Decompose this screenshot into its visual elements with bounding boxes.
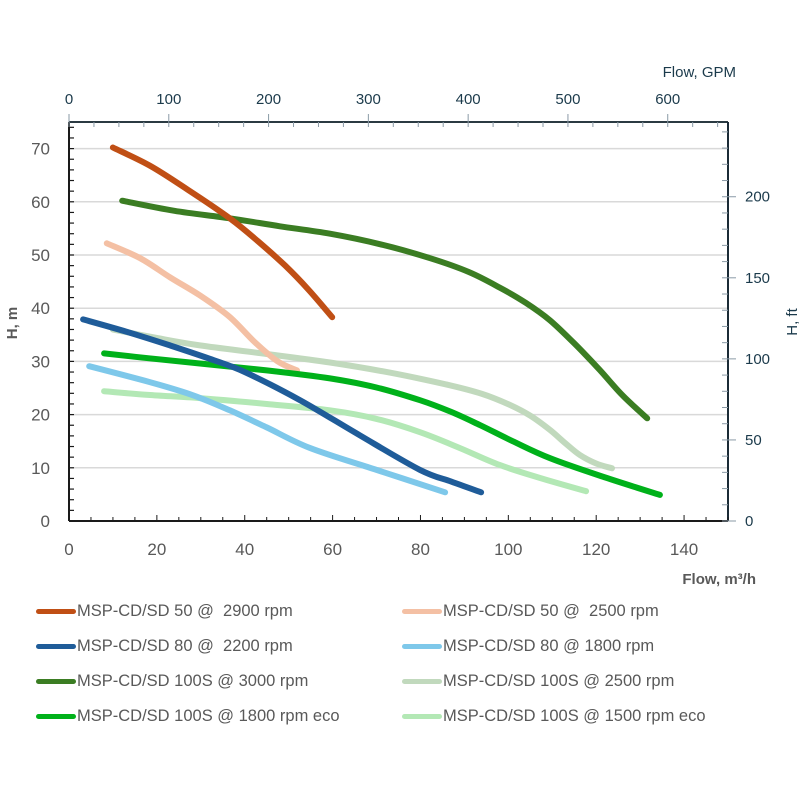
- top-tick-label: 400: [456, 91, 481, 108]
- top-tick-label: 100: [156, 91, 181, 108]
- x-tick-label: 0: [64, 540, 73, 559]
- legend-swatch: [36, 713, 76, 719]
- y-tick-label: 70: [31, 140, 50, 159]
- legend-swatch: [36, 678, 76, 684]
- y-tick-label: 40: [31, 299, 50, 318]
- right-tick-label: 0: [745, 513, 753, 530]
- y-tick-label: 20: [31, 406, 50, 425]
- x-tick-label: 80: [411, 540, 430, 559]
- legend-item: MSP-CD/SD 50 @ 2500 rpm: [402, 596, 659, 626]
- legend-item: MSP-CD/SD 100S @ 2500 rpm: [402, 666, 674, 696]
- legend-swatch: [402, 608, 442, 614]
- gridlines: [69, 147, 728, 469]
- legend-swatch: [402, 713, 442, 719]
- axes: [68, 114, 736, 522]
- right-axis-title: H, ft: [784, 307, 800, 335]
- top-tick-label: 300: [356, 91, 381, 108]
- top-tick-label: 500: [555, 91, 580, 108]
- series-line: [80, 316, 485, 496]
- legend-item: MSP-CD/SD 80 @ 1800 rpm: [402, 631, 654, 661]
- series-line: [109, 326, 615, 472]
- top-tick-label: 200: [256, 91, 281, 108]
- legend-item: MSP-CD/SD 80 @ 2200 rpm: [36, 631, 293, 661]
- y-tick-label: 50: [31, 246, 50, 265]
- top-axis-title: Flow, GPM: [663, 64, 736, 81]
- legend-item: MSP-CD/SD 100S @ 1500 rpm eco: [402, 701, 706, 731]
- x-tick-label: 20: [147, 540, 166, 559]
- legend-swatch: [36, 608, 76, 614]
- top-tick-label: 600: [655, 91, 680, 108]
- series-line: [119, 197, 651, 422]
- top-tick-label: 0: [65, 91, 73, 108]
- series-line: [101, 388, 590, 495]
- legend-swatch: [402, 643, 442, 649]
- legend-label: MSP-CD/SD 100S @ 1800 rpm eco: [77, 706, 340, 725]
- y-tick-label: 0: [41, 512, 50, 531]
- legend-item: MSP-CD/SD 100S @ 3000 rpm: [36, 666, 308, 696]
- legend-label: MSP-CD/SD 100S @ 1500 rpm eco: [443, 706, 706, 725]
- y-tick-label: 10: [31, 459, 50, 478]
- right-tick-label: 50: [745, 432, 762, 449]
- legend-label: MSP-CD/SD 80 @ 1800 rpm: [443, 636, 655, 655]
- legend-label: MSP-CD/SD 50 @ 2900 rpm: [77, 601, 293, 620]
- y-tick-label: 60: [31, 193, 50, 212]
- right-tick-label: 150: [745, 270, 770, 287]
- x-tick-label: 40: [235, 540, 254, 559]
- legend-label: MSP-CD/SD 80 @ 2200 rpm: [77, 636, 293, 655]
- legend-label: MSP-CD/SD 100S @ 2500 rpm: [443, 671, 675, 690]
- series-line: [103, 240, 300, 374]
- series-line: [101, 350, 663, 498]
- legend-item: MSP-CD/SD 100S @ 1800 rpm eco: [36, 701, 340, 731]
- series-line: [109, 144, 336, 321]
- series-line: [86, 363, 449, 496]
- x-tick-label: 140: [670, 540, 698, 559]
- series-lines: [80, 144, 663, 498]
- legend-swatch: [402, 678, 442, 684]
- tick-labels: 0 20 40 60 80 100 120 140 0 10 20 30 40 50 60 70 0 100 200…: [31, 91, 770, 559]
- legend-item: MSP-CD/SD 50 @ 2900 rpm: [36, 596, 293, 626]
- y-axis-title: H, m: [4, 307, 21, 340]
- x-tick-label: 60: [323, 540, 342, 559]
- pump-curve-chart: 0 20 40 60 80 100 120 140 0 10 20 30 40 50 60 70 0 100 200…: [4, 64, 800, 588]
- legend-label: MSP-CD/SD 100S @ 3000 rpm: [77, 671, 309, 690]
- legend-swatch: [36, 643, 76, 649]
- x-axis-title: Flow, m³/h: [682, 571, 756, 588]
- x-tick-label: 100: [494, 540, 522, 559]
- right-tick-label: 200: [745, 189, 770, 206]
- right-tick-label: 100: [745, 351, 770, 368]
- legend-label: MSP-CD/SD 50 @ 2500 rpm: [443, 601, 659, 620]
- y-tick-label: 30: [31, 352, 50, 371]
- x-tick-label: 120: [582, 540, 610, 559]
